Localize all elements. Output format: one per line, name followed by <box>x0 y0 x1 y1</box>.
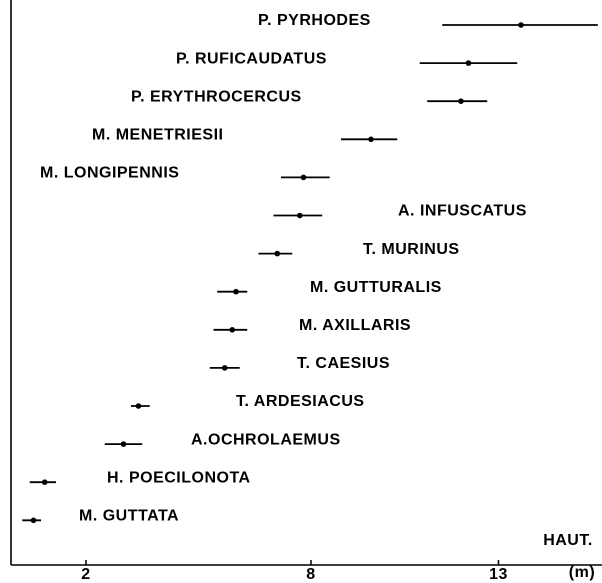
x-tick-label: 13 <box>489 566 508 583</box>
mean-dot <box>229 327 236 333</box>
x-axis-label: HAUT. <box>543 532 593 549</box>
row-label: P. RUFICAUDATUS <box>176 50 327 67</box>
mean-dot <box>120 441 127 447</box>
row-label: P. ERYTHROCERCUS <box>131 88 302 105</box>
mean-dot <box>300 174 307 181</box>
mean-dot <box>30 517 37 524</box>
row-label: T. ARDESIACUS <box>236 393 365 410</box>
row-label: M. LONGIPENNIS <box>40 165 179 182</box>
mean-dot <box>41 479 48 486</box>
mean-dot <box>233 288 239 295</box>
mean-dot <box>458 98 464 104</box>
row-label: H. POECILONOTA <box>107 469 251 486</box>
mean-dot <box>135 403 142 409</box>
row-label: M. AXILLARIS <box>299 317 411 334</box>
row-label: M. MENETRIESII <box>92 127 223 144</box>
row-label: M. GUTTURALIS <box>310 279 442 296</box>
x-tick-label: 8 <box>306 566 315 583</box>
mean-dot <box>296 212 303 219</box>
row-label: T. CAESIUS <box>297 355 390 372</box>
mean-dot <box>221 365 228 371</box>
row-label: M. GUTTATA <box>79 508 179 525</box>
x-tick-label: 2 <box>81 566 90 583</box>
mean-dot <box>274 250 281 257</box>
row-label: P. PYRHODES <box>258 12 371 29</box>
row-label: A.OCHROLAEMUS <box>191 431 341 448</box>
row-label: A. INFUSCATUS <box>398 203 527 220</box>
mean-dot <box>465 60 472 66</box>
row-label: T. MURINUS <box>363 241 460 258</box>
mean-dot <box>518 22 524 28</box>
mean-dot <box>368 136 374 143</box>
x-axis-unit: (m) <box>569 564 595 581</box>
